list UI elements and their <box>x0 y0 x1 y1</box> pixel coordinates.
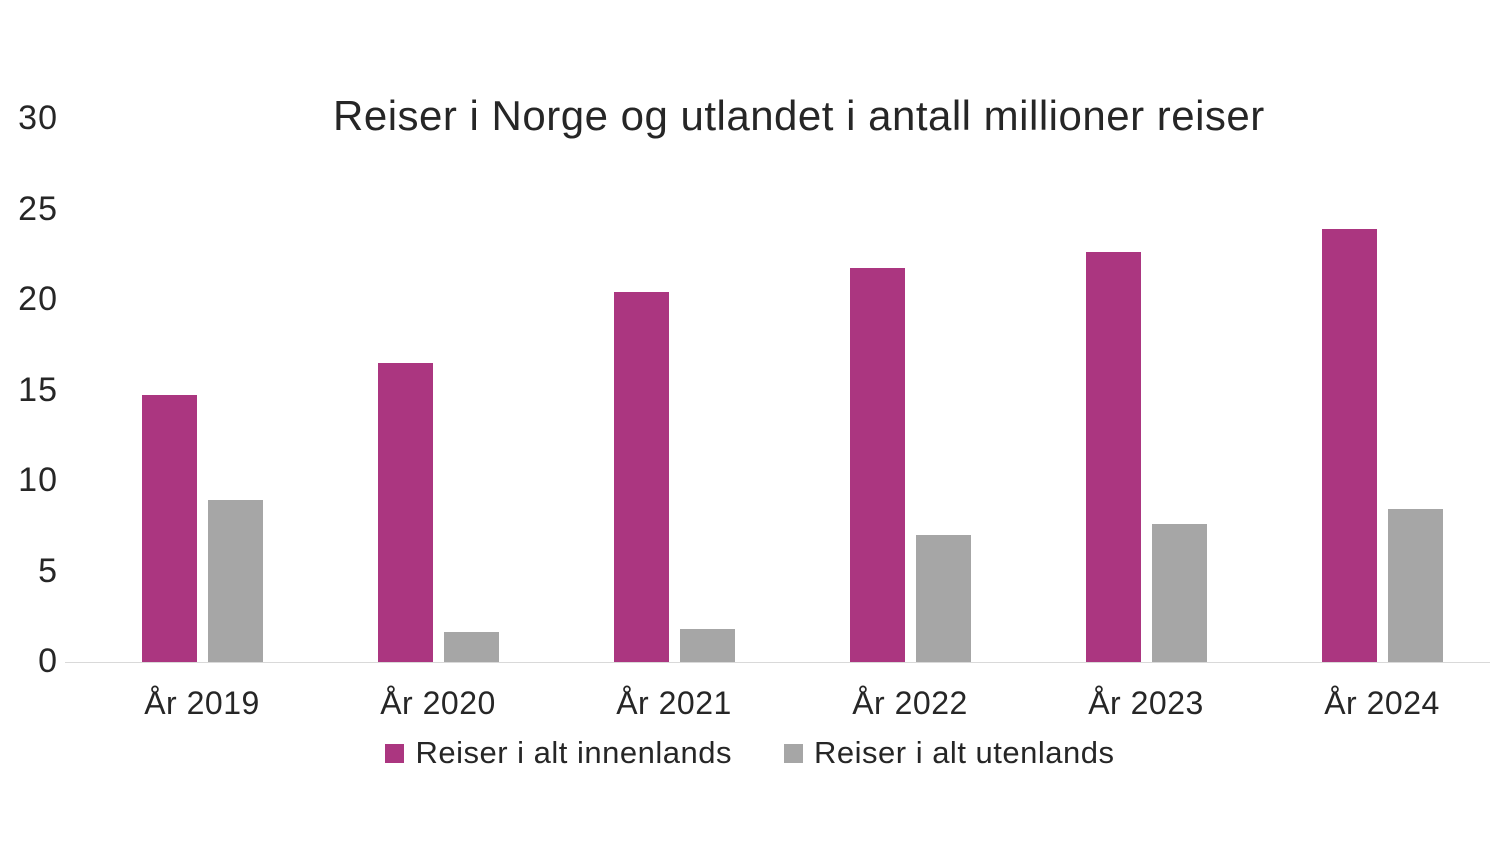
bar-utenlands <box>1151 523 1207 663</box>
x-axis-label: År 2024 <box>1324 685 1440 721</box>
bar-group <box>1028 120 1264 663</box>
x-axis-label: År 2021 <box>616 685 732 721</box>
bar-utenlands <box>679 628 735 663</box>
legend-item-innenlands: Reiser i alt innenlands <box>385 735 732 770</box>
bar-innenlands <box>1321 228 1377 663</box>
bar-innenlands <box>849 268 905 663</box>
bar-utenlands <box>1387 509 1443 663</box>
plot-area <box>84 120 1500 663</box>
x-axis-label: År 2019 <box>144 685 260 721</box>
x-axis-label: År 2020 <box>380 685 496 721</box>
bar-utenlands <box>915 534 971 663</box>
bar-group <box>1264 120 1500 663</box>
legend-label-innenlands: Reiser i alt innenlands <box>415 735 732 770</box>
bar-utenlands <box>207 500 263 663</box>
y-tick-label: 15 <box>18 370 58 409</box>
legend-marker-utenlands <box>784 743 803 763</box>
bar-group <box>556 120 792 663</box>
x-axis-labels: År 2019 År 2020 År 2021 År 2022 År 2023 År 20… <box>84 684 1500 722</box>
y-tick-label: 5 <box>38 551 58 590</box>
bar-group <box>320 120 556 663</box>
legend-item-utenlands: Reiser i alt utenlands <box>784 735 1115 770</box>
y-tick-label: 30 <box>18 99 58 138</box>
bar-innenlands <box>377 362 433 663</box>
y-tick-label: 0 <box>38 642 58 681</box>
bar-group <box>792 120 1028 663</box>
legend: Reiser i alt innenlands Reiser i alt ute… <box>0 735 1500 770</box>
legend-marker-innenlands <box>385 743 405 763</box>
x-axis-label: År 2022 <box>852 685 968 721</box>
bar-utenlands <box>443 632 499 663</box>
bar-group <box>84 120 320 663</box>
x-axis-line <box>65 662 1490 663</box>
bar-innenlands <box>613 291 669 663</box>
y-tick-label: 25 <box>18 189 58 228</box>
bar-innenlands <box>1085 252 1141 663</box>
legend-label-utenlands: Reiser i alt utenlands <box>814 735 1115 770</box>
bars-container <box>84 120 1500 663</box>
y-tick-label: 10 <box>18 461 58 500</box>
bar-innenlands <box>141 395 197 663</box>
y-tick-label: 20 <box>18 280 58 319</box>
y-axis: 0 5 10 15 20 25 30 <box>0 101 58 678</box>
chart-title: Reiser i Norge og utlandet i antall mill… <box>333 92 1265 139</box>
x-axis-label: År 2023 <box>1088 685 1204 721</box>
